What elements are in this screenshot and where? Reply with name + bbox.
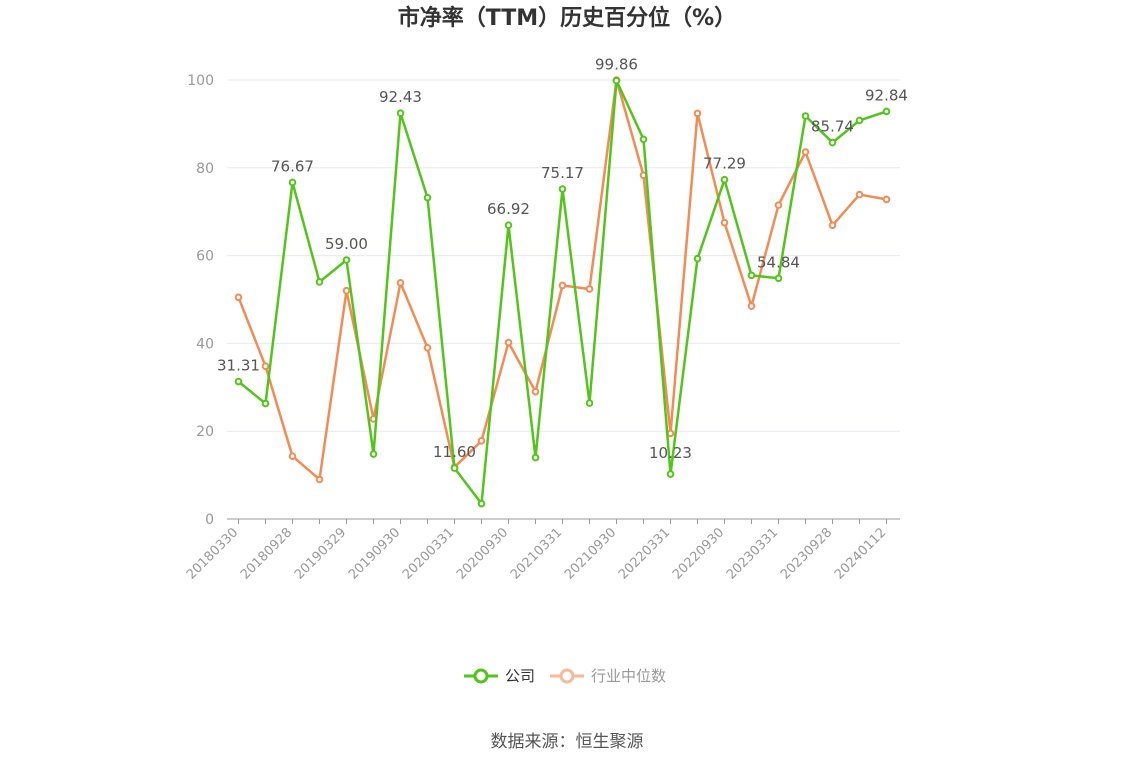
data-point-industry-median xyxy=(774,201,783,209)
data-point-company xyxy=(342,256,351,264)
x-tick-label: 20190930 xyxy=(346,525,403,582)
data-point-industry-median xyxy=(315,475,324,484)
data-label: 59.00 xyxy=(325,235,368,253)
legend-label-company: 公司 xyxy=(505,667,535,685)
data-point-company xyxy=(666,470,675,478)
data-point-industry-median xyxy=(396,279,405,287)
data-point-industry-median xyxy=(342,286,351,295)
legend-label-industry-median: 行业中位数 xyxy=(591,667,666,685)
data-point-company xyxy=(693,254,702,263)
data-point-company xyxy=(720,175,729,184)
x-tick-label: 20230928 xyxy=(778,525,835,582)
x-tick-label: 20210930 xyxy=(562,525,619,582)
x-tick-label: 20240112 xyxy=(832,525,889,582)
series-lines xyxy=(234,76,891,508)
data-label: 92.84 xyxy=(865,86,908,104)
data-labels: 31.31 76.67 59.00 92.43 11.60 66.92 75.17 99.86… xyxy=(217,56,908,462)
data-point-company xyxy=(747,271,756,280)
data-point-company xyxy=(423,193,432,202)
data-label: 77.29 xyxy=(703,155,746,173)
data-point-industry-median xyxy=(423,343,432,352)
data-label: 85.74 xyxy=(811,118,854,136)
data-point-company xyxy=(315,278,324,286)
x-tick-label: 20200331 xyxy=(400,525,457,582)
y-tick-label: 60 xyxy=(196,249,214,265)
data-label: 11.60 xyxy=(433,443,476,461)
data-point-industry-median xyxy=(855,190,864,199)
data-point-industry-median xyxy=(558,281,567,290)
data-point-company xyxy=(828,138,837,147)
x-tick-label: 20220331 xyxy=(616,525,673,582)
x-tick-label: 20220930 xyxy=(670,525,727,582)
y-tick-label: 40 xyxy=(196,336,214,352)
data-point-company xyxy=(612,76,621,85)
data-point-industry-median xyxy=(504,338,513,347)
y-tick-label: 100 xyxy=(187,73,214,89)
data-point-company xyxy=(504,221,513,230)
data-point-industry-median xyxy=(585,285,594,293)
data-point-company xyxy=(855,116,864,125)
data-point-company xyxy=(558,185,567,193)
data-label: 66.92 xyxy=(487,200,530,218)
legend-item-company[interactable]: 公司 xyxy=(464,667,535,685)
legend: 公司 行业中位数 xyxy=(464,667,666,685)
axes: 0 20 40 60 80 100 2018033020180928201903292019… xyxy=(184,73,900,583)
x-tick-label: 20230331 xyxy=(724,525,781,582)
data-label: 10.23 xyxy=(649,444,692,462)
chart-title: 市净率（TTM）历史百分位（%） xyxy=(398,5,736,31)
data-point-company xyxy=(882,107,891,116)
x-tick-label: 20200930 xyxy=(454,525,511,582)
x-tick-label: 20180928 xyxy=(238,525,295,582)
y-tick-label: 20 xyxy=(196,424,214,440)
y-tick-label: 80 xyxy=(196,161,214,177)
data-point-industry-median xyxy=(234,293,243,302)
data-label: 75.17 xyxy=(541,164,584,182)
data-point-company xyxy=(234,377,243,386)
data-point-company xyxy=(585,399,594,407)
data-point-company xyxy=(639,135,648,144)
data-point-industry-median xyxy=(261,362,270,371)
x-tick-label: 20180330 xyxy=(184,525,241,582)
series-line-company xyxy=(237,79,887,505)
series-line-industry-median xyxy=(237,78,887,481)
data-point-company xyxy=(774,274,783,283)
data-label: 92.43 xyxy=(379,88,422,106)
y-tick-label: 0 xyxy=(205,512,214,528)
data-point-industry-median xyxy=(720,218,729,227)
data-point-industry-median xyxy=(531,387,540,396)
data-point-company xyxy=(261,399,270,408)
data-label: 31.31 xyxy=(217,357,260,375)
data-point-industry-median xyxy=(288,452,297,461)
data-point-industry-median xyxy=(477,437,486,445)
data-point-company xyxy=(396,109,405,118)
data-label: 54.84 xyxy=(757,253,800,271)
data-point-company xyxy=(477,499,486,508)
data-point-industry-median xyxy=(801,148,810,156)
x-tick-label: 20190329 xyxy=(292,525,349,582)
data-source: 数据来源：恒生聚源 xyxy=(491,732,644,752)
data-point-company xyxy=(369,450,378,458)
data-point-industry-median xyxy=(693,109,702,118)
data-point-company xyxy=(450,464,459,472)
data-point-industry-median xyxy=(882,195,891,204)
legend-item-industry-median[interactable]: 行业中位数 xyxy=(550,667,666,685)
data-point-industry-median xyxy=(828,221,837,230)
data-point-company xyxy=(288,178,297,187)
data-point-company xyxy=(531,453,540,462)
data-label: 99.86 xyxy=(595,56,638,74)
data-point-industry-median xyxy=(747,302,756,310)
x-tick-label: 20210331 xyxy=(508,525,565,582)
data-label: 76.67 xyxy=(271,157,314,175)
data-point-company xyxy=(801,112,810,120)
